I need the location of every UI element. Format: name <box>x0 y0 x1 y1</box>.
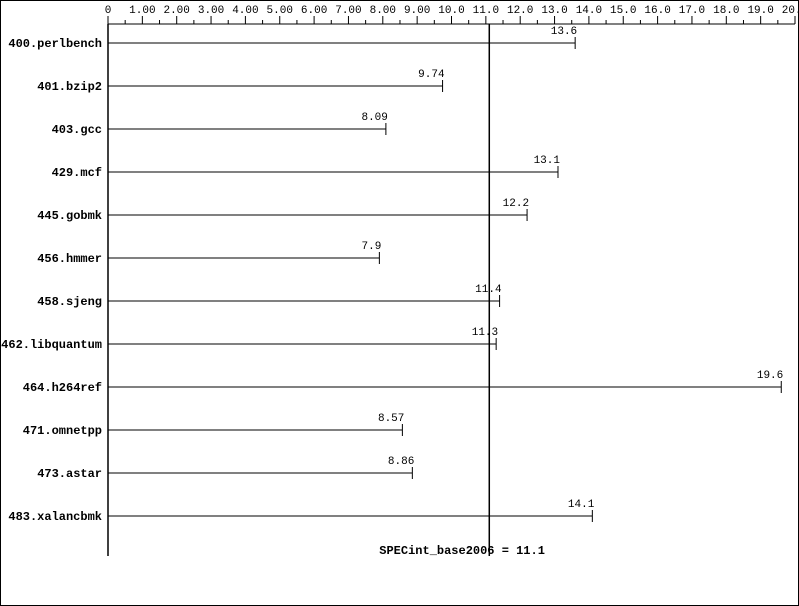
benchmark-value: 12.2 <box>503 198 529 210</box>
axis-tick-label: 5.00 <box>267 5 293 17</box>
benchmark-label: 400.perlbench <box>8 37 102 51</box>
axis-tick-label: 16.0 <box>644 5 670 17</box>
benchmark-value: 19.6 <box>757 370 783 382</box>
benchmark-label: 462.libquantum <box>1 338 102 352</box>
benchmark-value: 8.86 <box>388 456 414 468</box>
reference-label: SPECint_base2006 = 11.1 <box>379 544 545 558</box>
axis-tick-label: 9.00 <box>404 5 430 17</box>
axis-tick-label: 1.00 <box>129 5 155 17</box>
axis-tick-label: 2.00 <box>163 5 189 17</box>
benchmark-label: 458.sjeng <box>37 295 102 309</box>
benchmark-label: 403.gcc <box>52 123 102 137</box>
benchmark-value: 13.6 <box>551 26 577 38</box>
axis-tick-label: 10.0 <box>438 5 464 17</box>
benchmark-label: 471.omnetpp <box>23 424 102 438</box>
axis-tick-label: 13.0 <box>541 5 567 17</box>
benchmark-value: 13.1 <box>534 155 561 167</box>
axis-tick-label: 19.0 <box>747 5 773 17</box>
benchmark-label: 445.gobmk <box>37 209 102 223</box>
benchmark-label: 456.hmmer <box>37 252 102 266</box>
chart-border <box>1 1 799 606</box>
benchmark-label: 401.bzip2 <box>37 80 102 94</box>
benchmark-chart: 0 1.00 2.00 3.00 4.00 5.00 6.00 7.00 8.00 9.00 10.… <box>0 0 799 606</box>
benchmark-value: 14.1 <box>568 499 595 511</box>
axis-tick-label: 18.0 <box>713 5 739 17</box>
axis-tick-label: 3.00 <box>198 5 224 17</box>
axis-tick-label: 20.0 <box>782 5 799 17</box>
benchmark-label: 464.h264ref <box>23 381 102 395</box>
benchmark-label: 483.xalancbmk <box>8 510 102 524</box>
axis-tick-label: 15.0 <box>610 5 636 17</box>
benchmark-value: 7.9 <box>362 241 382 253</box>
axis-tick-label: 7.00 <box>335 5 361 17</box>
axis-tick-label: 8.00 <box>370 5 396 17</box>
benchmark-value: 8.09 <box>361 112 387 124</box>
axis-tick-label: 4.00 <box>232 5 258 17</box>
benchmark-value: 9.74 <box>418 69 445 81</box>
axis-tick-label: 11.0 <box>473 5 499 17</box>
axis-tick-label: 6.00 <box>301 5 327 17</box>
benchmark-value: 11.3 <box>472 327 498 339</box>
benchmark-value: 8.57 <box>378 413 404 425</box>
axis-tick-label: 0 <box>105 5 112 17</box>
axis-tick-label: 17.0 <box>679 5 705 17</box>
axis-tick-label: 12.0 <box>507 5 533 17</box>
benchmark-label: 429.mcf <box>52 166 102 180</box>
chart-svg: 0 1.00 2.00 3.00 4.00 5.00 6.00 7.00 8.00 9.00 10.… <box>0 0 799 606</box>
benchmark-label: 473.astar <box>37 467 102 481</box>
axis-tick-label: 14.0 <box>576 5 602 17</box>
benchmark-value: 11.4 <box>475 284 502 296</box>
